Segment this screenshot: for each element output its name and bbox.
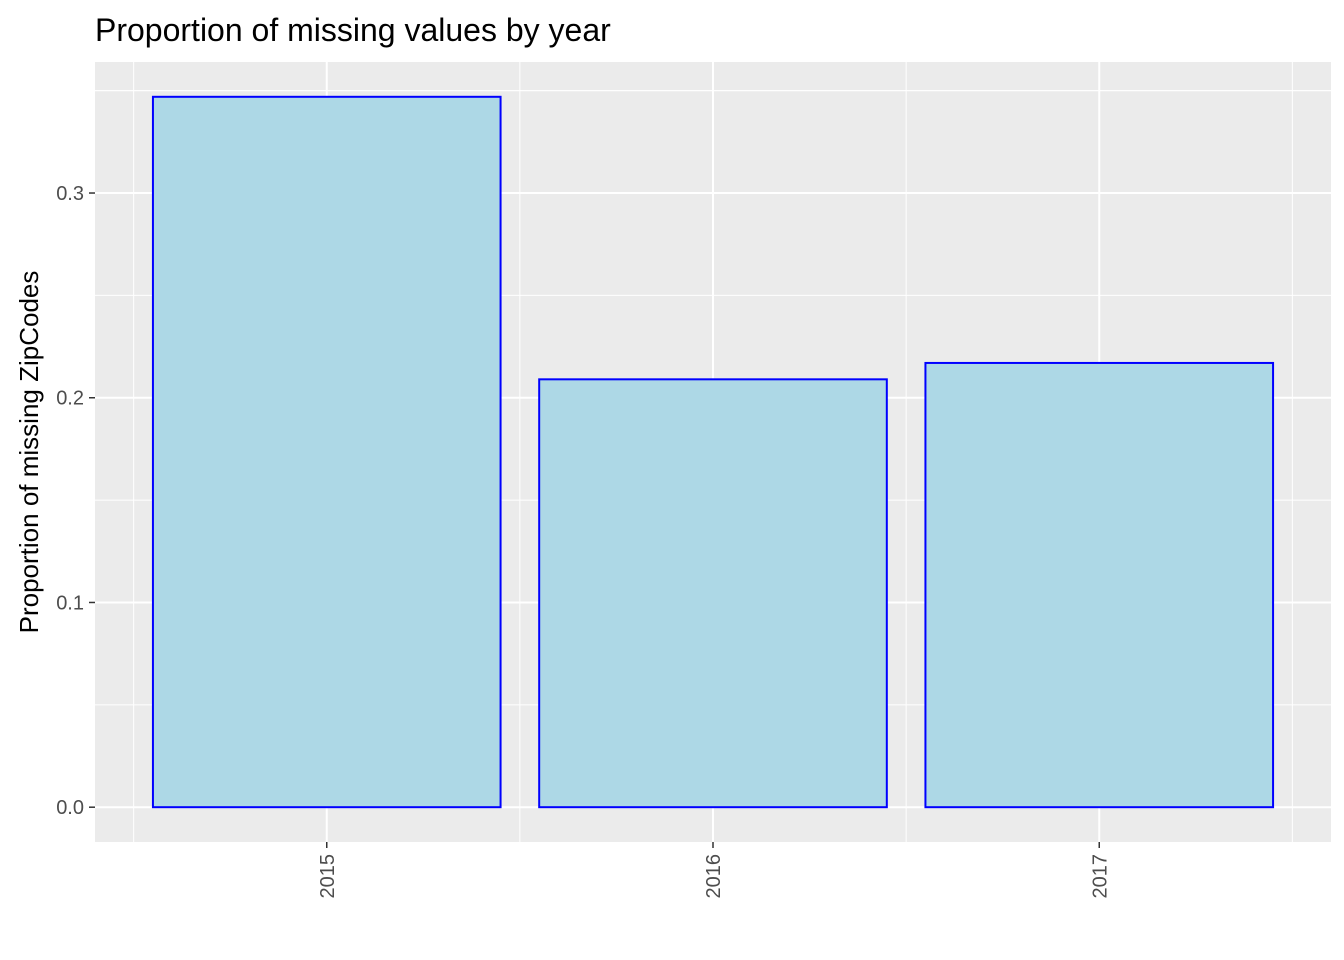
x-tick-label: 2016	[703, 854, 725, 899]
x-tick-label: 2017	[1089, 854, 1111, 899]
bars	[151, 95, 1275, 809]
y-tick-label: 0.1	[56, 592, 84, 614]
bar-2015	[151, 95, 502, 809]
bar-2017	[924, 361, 1275, 809]
y-tick-label: 0.0	[56, 797, 84, 819]
axes: 0.0 0.1 0.2 0.3 2015 2016 2017	[56, 183, 1111, 898]
y-tick-label: 0.3	[56, 183, 84, 205]
y-tick-label: 0.2	[56, 388, 84, 410]
bar-2016	[538, 378, 888, 809]
chart-title: Proportion of missing values by year	[95, 12, 611, 48]
x-tick-label: 2015	[317, 854, 339, 899]
y-axis-title: Proportion of missing ZipCodes	[14, 271, 44, 634]
